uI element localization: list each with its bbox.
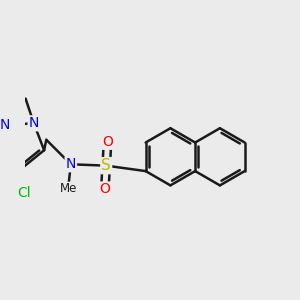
Text: Me: Me	[59, 182, 77, 195]
Text: S: S	[101, 158, 111, 173]
Text: N: N	[28, 116, 39, 130]
Text: O: O	[99, 182, 110, 197]
Text: N: N	[0, 118, 10, 132]
Text: N: N	[66, 157, 76, 171]
Text: O: O	[102, 135, 113, 149]
Text: Cl: Cl	[18, 186, 31, 200]
